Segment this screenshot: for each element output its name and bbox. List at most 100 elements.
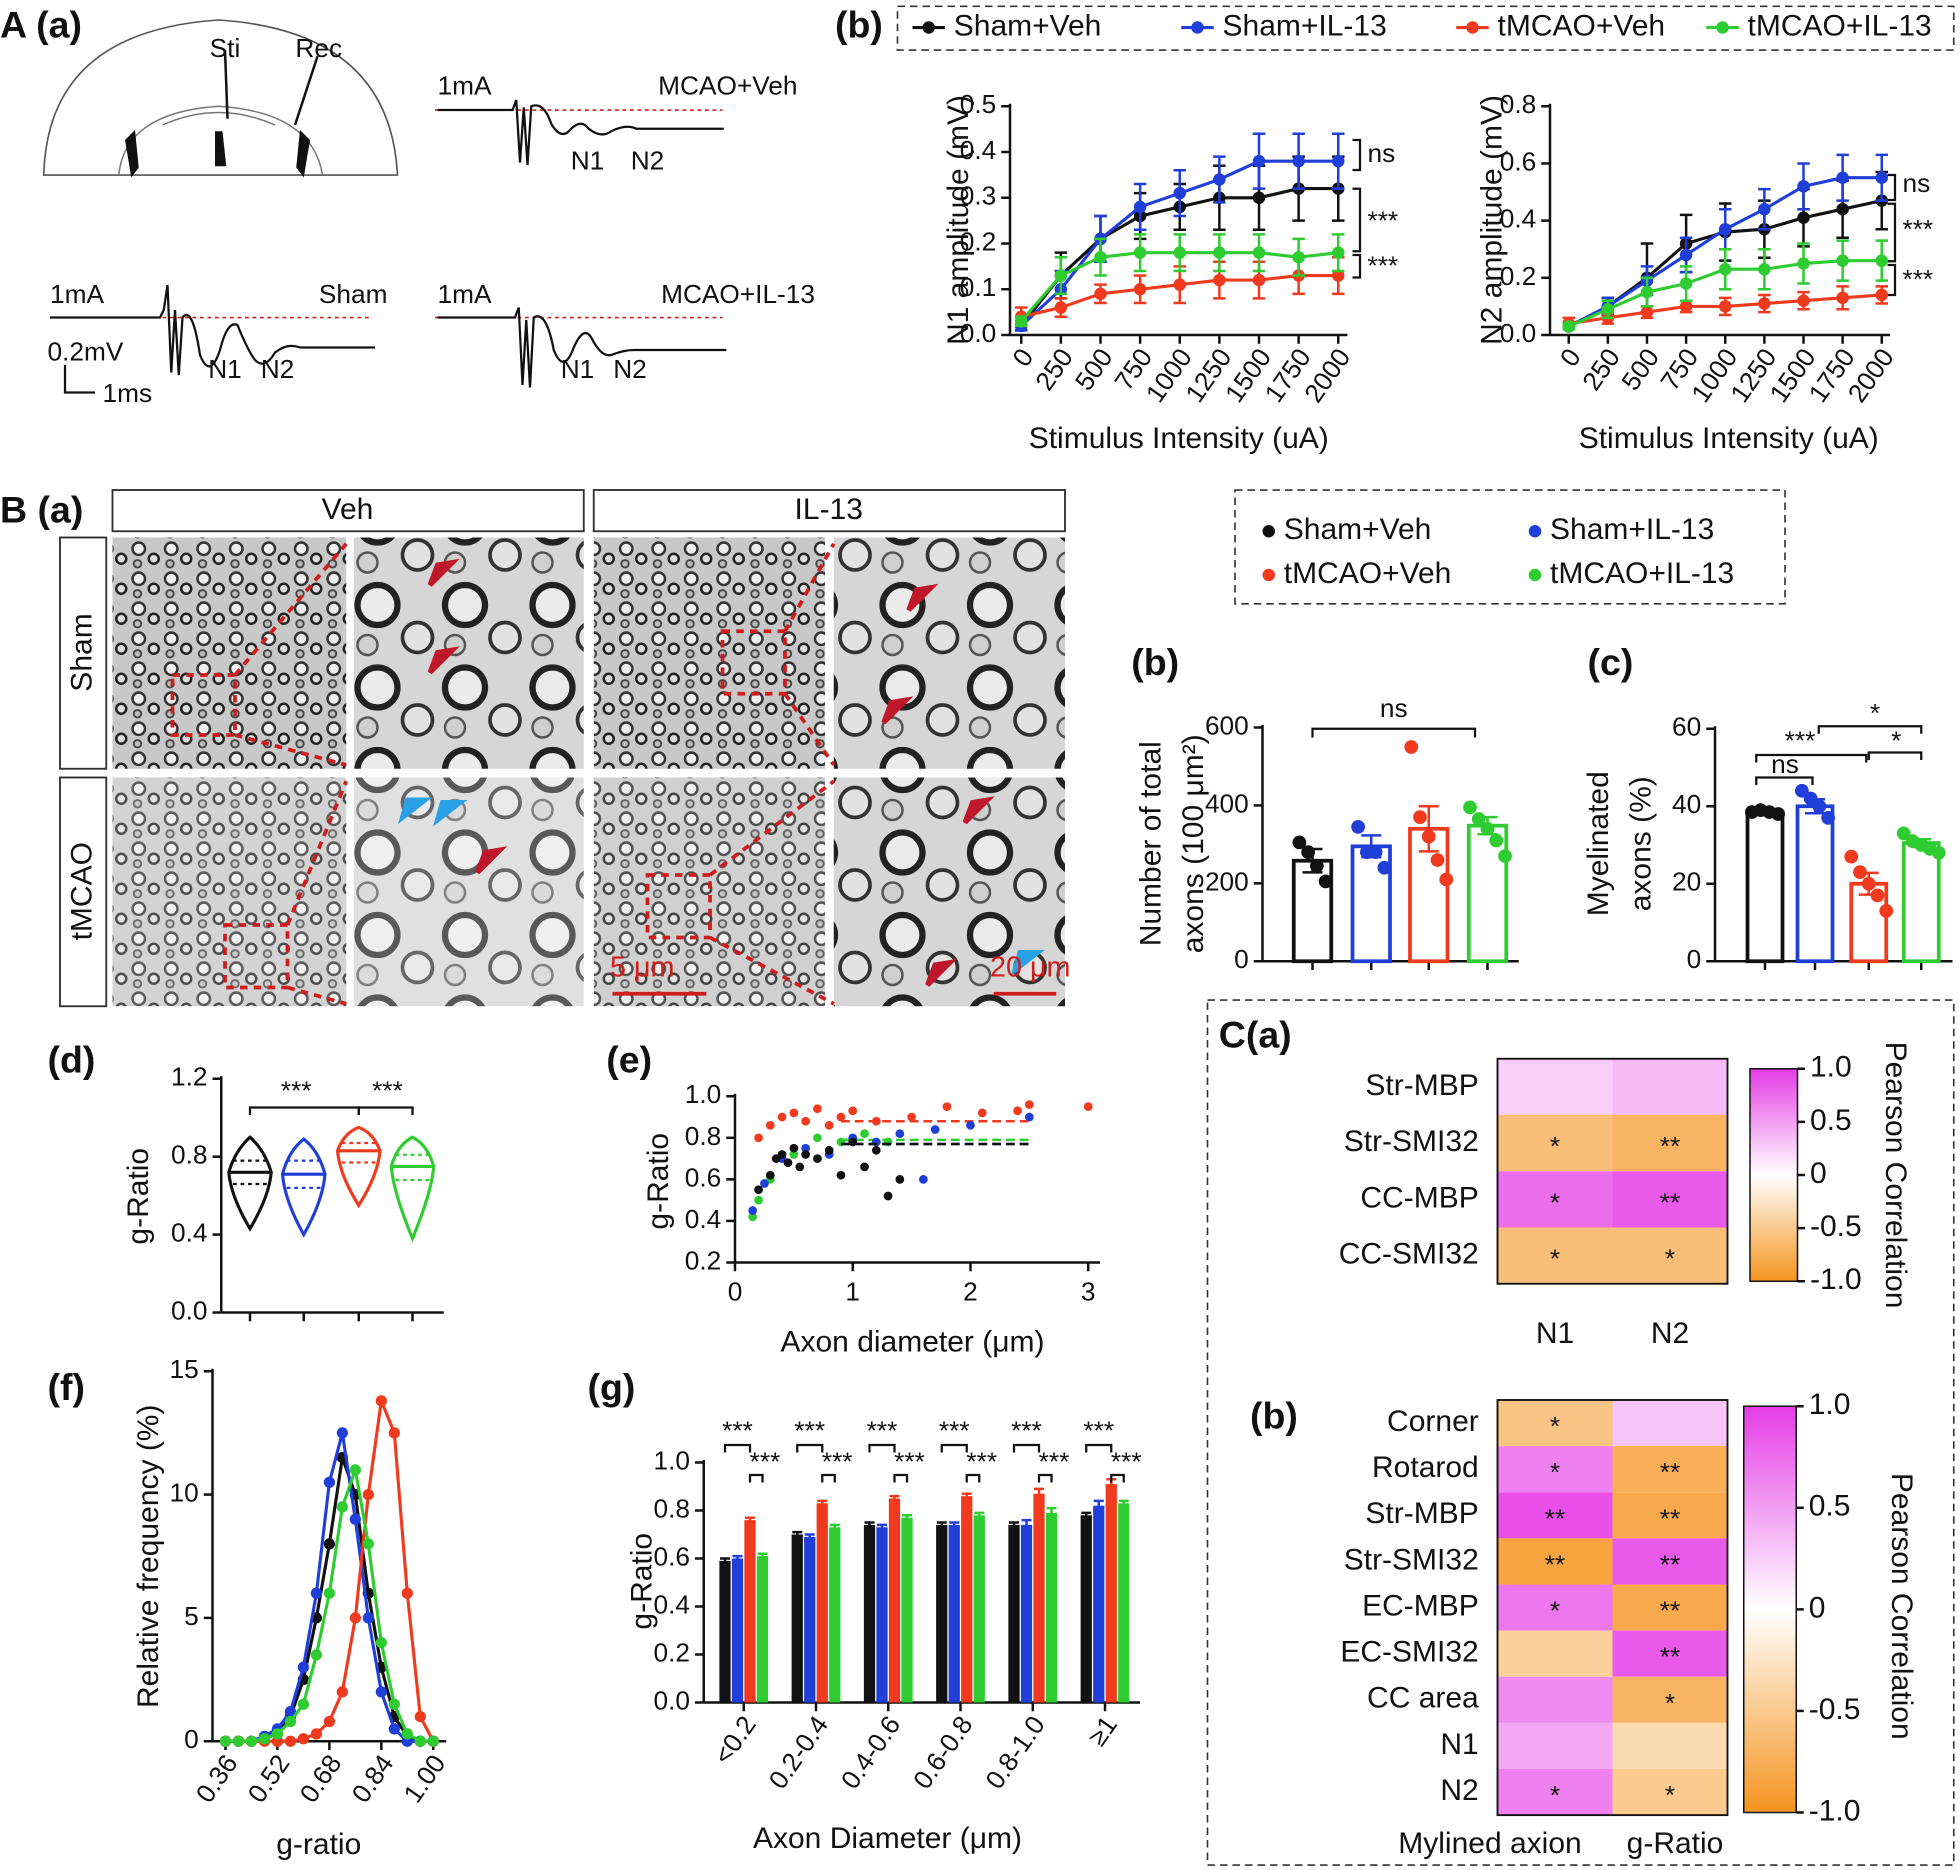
x-tick-label: 3 <box>1081 1277 1096 1307</box>
x-tick-label: 0.36 <box>190 1749 244 1808</box>
data-point <box>1821 811 1835 825</box>
data-point <box>1679 248 1693 262</box>
data-point <box>883 1191 893 1201</box>
data-point <box>1719 300 1732 313</box>
colorbar-label: Pearson Correlation <box>1879 1042 1912 1309</box>
y-tick-label: 0 <box>1687 944 1702 974</box>
data-point <box>1213 246 1226 259</box>
micrograph-grid <box>112 537 1065 1007</box>
row-label: N2 <box>1440 1774 1478 1807</box>
data-point <box>349 1612 361 1624</box>
significance: * <box>1550 1131 1560 1161</box>
data-point <box>777 1112 787 1122</box>
data-point <box>1301 845 1315 860</box>
data-point <box>942 1102 952 1112</box>
x-tick-label: 500 <box>1069 343 1119 396</box>
error-bar <box>829 1523 840 1531</box>
significance: ** <box>1660 1549 1680 1579</box>
data-point <box>1252 191 1266 204</box>
brain-schematic <box>42 19 399 178</box>
data-point <box>323 1587 335 1599</box>
data-point <box>871 1145 881 1155</box>
peak-label: N1 <box>561 354 595 384</box>
x-tick-label: 0 <box>1006 343 1039 372</box>
y-tick-label: 200 <box>1205 866 1249 896</box>
bracket <box>1867 751 1923 760</box>
data-point <box>813 1154 822 1163</box>
y-tick-label: 0.3 <box>960 181 997 211</box>
data-point <box>245 1735 258 1747</box>
bracket <box>1012 1443 1041 1453</box>
peak-label: N2 <box>613 354 647 384</box>
data-point <box>824 1120 834 1130</box>
data-point <box>1310 858 1324 873</box>
legend-label: tMCAO+IL-13 <box>1550 557 1734 590</box>
data-point <box>801 1150 811 1159</box>
panel-label: (b) <box>1250 1395 1298 1437</box>
data-point <box>801 1116 811 1126</box>
annotation: *** <box>1111 1447 1142 1477</box>
heatmap-cell <box>1612 1227 1728 1284</box>
error-bar <box>732 1554 743 1563</box>
y-tick-label: 0.4 <box>960 135 997 165</box>
row-label: Str-MBP <box>1365 1069 1478 1102</box>
data-point <box>1413 810 1427 824</box>
bar <box>719 1560 731 1703</box>
colorbar <box>1749 1068 1799 1282</box>
x-tick-label: ≥1 <box>1082 1710 1123 1751</box>
y-axis-label: axons (100 μm²) <box>1177 734 1210 953</box>
error-bar <box>757 1552 768 1560</box>
heatmap-cell <box>1612 1538 1728 1585</box>
bracket <box>1352 138 1362 172</box>
significance: * <box>1550 1187 1560 1217</box>
data-point <box>1013 1106 1022 1116</box>
significance: * <box>1550 1457 1560 1487</box>
bar <box>731 1558 744 1703</box>
y-tick-label: 0.8 <box>654 1493 691 1523</box>
bar <box>1045 1512 1058 1703</box>
data-point <box>414 1735 426 1747</box>
data-point <box>1404 740 1419 754</box>
data-point <box>1931 845 1946 860</box>
data-point <box>813 1104 822 1114</box>
y-tick-label: 0.2 <box>1500 261 1537 291</box>
data-point <box>297 1733 310 1745</box>
y-axis-label: axons (%) <box>1624 776 1657 911</box>
significance: * <box>1550 1244 1560 1274</box>
row-header <box>59 776 108 1008</box>
data-point <box>765 1170 775 1180</box>
y-tick-label: 5 <box>184 1601 199 1631</box>
y-tick-label: 0 <box>184 1724 199 1754</box>
row-label: Str-SMI32 <box>1344 1543 1479 1576</box>
data-point <box>1719 222 1732 236</box>
data-point <box>1094 250 1107 264</box>
data-point <box>1368 845 1383 860</box>
data-point <box>836 1170 846 1180</box>
x-axis-label: Stimulus Intensity (uA) <box>1579 422 1879 455</box>
heatmap-cell <box>1612 1115 1728 1172</box>
legend-label: tMCAO+Veh <box>1498 9 1666 42</box>
bar <box>1901 841 1941 964</box>
error-bar <box>936 1521 947 1529</box>
data-point <box>1213 173 1226 186</box>
legend-label: tMCAO+IL-13 <box>1748 9 1932 42</box>
data-point <box>754 1195 763 1205</box>
legend-marker <box>1191 21 1204 34</box>
colorbar-tick-label: 0 <box>1810 1157 1827 1190</box>
data-point <box>1836 171 1849 184</box>
heatmap-cell <box>1497 1058 1613 1115</box>
data-point <box>1133 246 1147 259</box>
peak-label: N2 <box>261 354 295 384</box>
electrode-label: Sti <box>210 33 241 63</box>
annotation: ns <box>1903 168 1931 198</box>
bar <box>936 1524 948 1703</box>
annotation: *** <box>794 1415 825 1445</box>
legend-box <box>896 5 1955 51</box>
y-tick-label: 600 <box>1205 710 1249 740</box>
error-bar <box>949 1521 960 1529</box>
annotation: *** <box>281 1075 312 1105</box>
heatmap-cell <box>1497 1630 1613 1677</box>
x-tick-label: 0 <box>728 1277 743 1307</box>
trace-current: 1mA <box>438 279 492 309</box>
y-tick-label: 0.2 <box>960 226 997 256</box>
